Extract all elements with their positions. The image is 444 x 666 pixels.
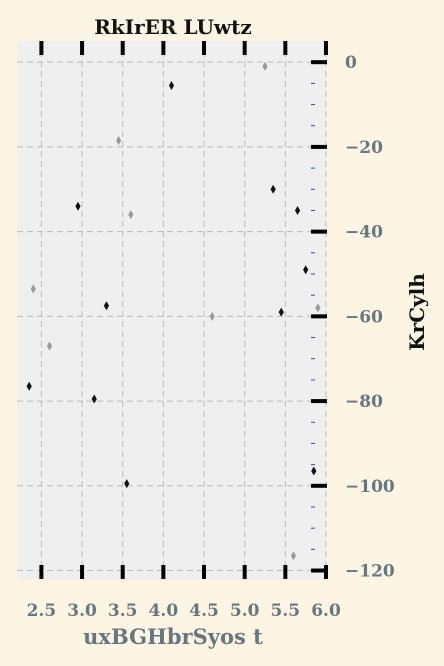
x-tick-label: 3.0 — [67, 601, 97, 621]
x-tick-label: 4.0 — [149, 601, 179, 621]
chart-title: RkIrER LUwtz — [94, 15, 251, 39]
x-tick-label: 2.5 — [27, 601, 57, 621]
plot-area — [17, 41, 326, 579]
y-tick-label: −80 — [345, 392, 383, 412]
y-tick-label: 0 — [345, 53, 357, 73]
x-axis-label: uxBGHbrSyos t — [83, 624, 263, 649]
y-axis-label: KrCylh — [405, 273, 429, 351]
y-tick-label: −100 — [345, 477, 395, 497]
x-tick-label: 5.5 — [271, 601, 301, 621]
y-tick-label: −120 — [345, 562, 395, 582]
x-tick-label: 3.5 — [108, 601, 138, 621]
x-tick-label: 4.5 — [189, 601, 219, 621]
y-tick-label: −60 — [345, 307, 383, 327]
y-tick-label: −40 — [345, 223, 383, 243]
y-tick-label: −20 — [345, 138, 383, 158]
x-tick-label: 5.0 — [230, 601, 260, 621]
x-tick-label: 6.0 — [311, 601, 341, 621]
